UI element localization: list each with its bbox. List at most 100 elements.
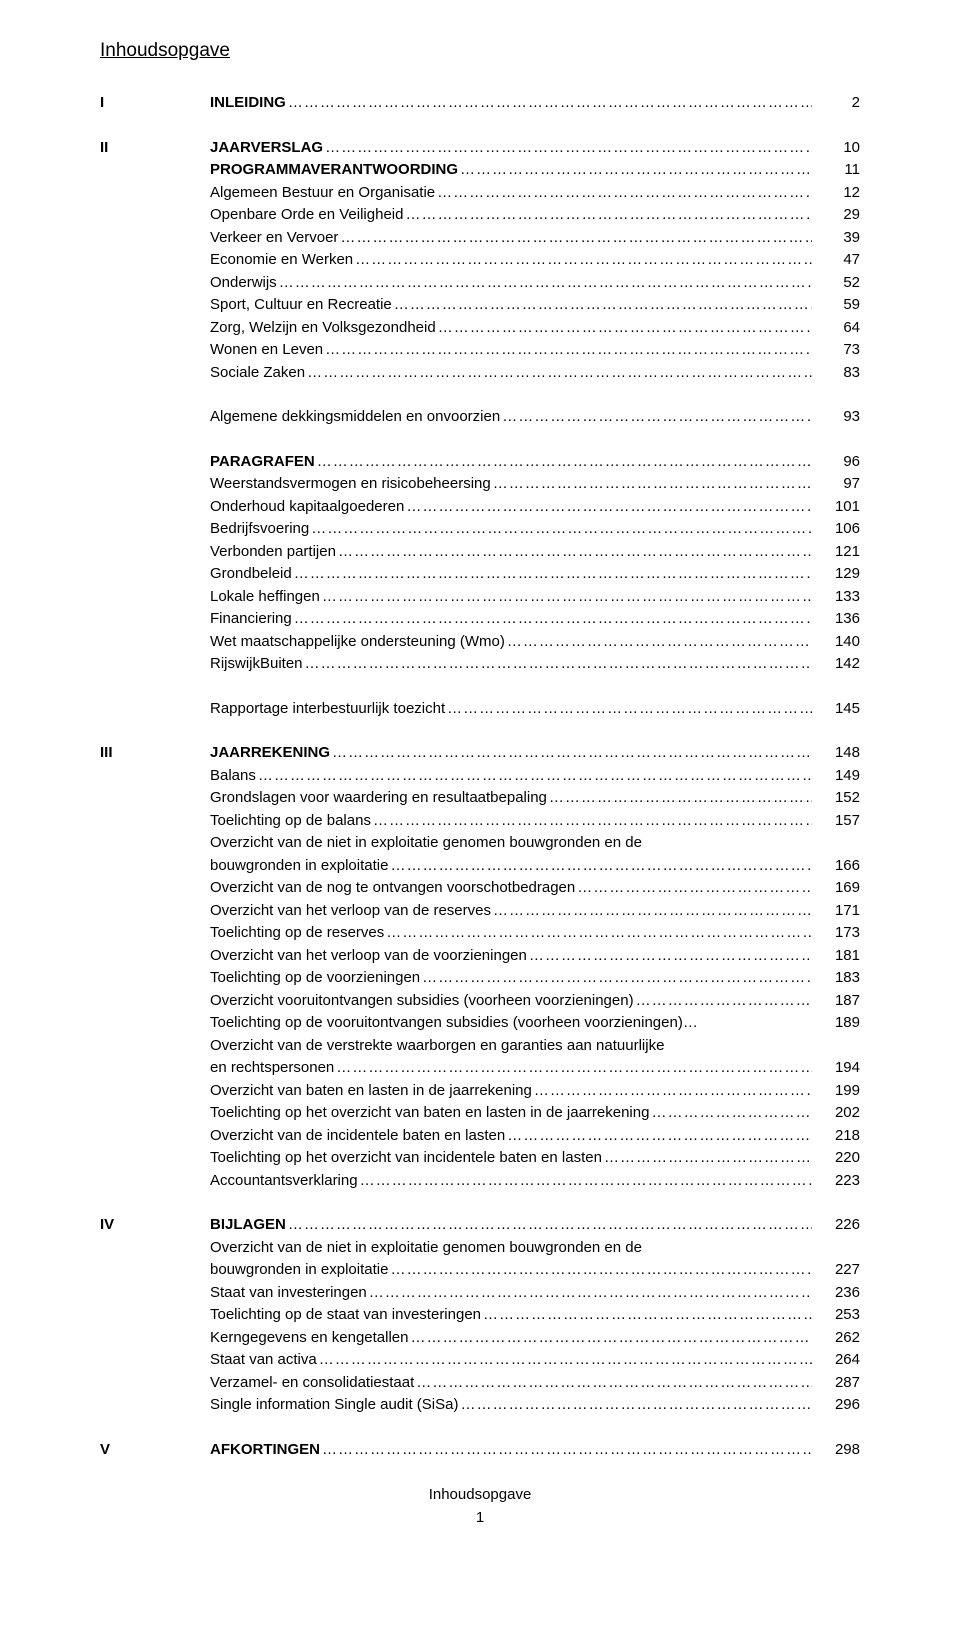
toc-label: Toelichting op de vooruitontvangen subsi… [210,1012,683,1035]
toc-row: Toelichting op de balans 157 [100,810,860,833]
section-I: I INLEIDING 2 [100,92,860,115]
page-number: 93 [812,406,860,429]
toc-row: Grondbeleid129 [100,563,860,586]
toc-label: Overzicht van baten en lasten in de jaar… [210,1080,532,1103]
toc-row: Sociale Zaken83 [100,362,860,385]
toc-label: Verzamel- en consolidatiestaat [210,1372,414,1395]
page-number: 142 [812,653,860,676]
page-number: 96 [812,451,860,474]
page-number: 287 [812,1372,860,1395]
toc-label: Toelichting op de voorzieningen [210,967,420,990]
leader-dots [403,204,812,227]
toc-label: Algemene dekkingsmiddelen en onvoorzien [210,406,500,429]
leader-dots [320,1439,812,1462]
page-number: 181 [812,945,860,968]
toc-row: PROGRAMMAVERANTWOORDING11 [100,159,860,182]
toc-row: Algemene dekkingsmiddelen en onvoorzien 9… [100,406,860,429]
toc-row: Overzicht van baten en lasten in de jaar… [100,1080,860,1103]
leader-dots [602,1147,812,1170]
indent [100,832,210,855]
page-number: 199 [812,1080,860,1103]
toc-label: Toelichting op de balans [210,810,371,833]
leader-dots [436,317,812,340]
leader-dots [491,473,812,496]
toc-row: Onderwijs52 [100,272,860,295]
toc-row: Verbonden partijen121 [100,541,860,564]
toc-row: Toelichting op de voorzieningen183 [100,967,860,990]
toc-label: Openbare Orde en Veiligheid [210,204,403,227]
toc-row: Balans149 [100,765,860,788]
toc-label: Onderhoud kapitaalgoederen [210,496,404,519]
toc-row: V AFKORTINGEN 298 [100,1439,860,1462]
roman-numeral: V [100,1439,210,1462]
toc-row: Overzicht van de incidentele baten en la… [100,1125,860,1148]
page-number: 262 [812,1327,860,1350]
toc-row: Verkeer en Vervoer39 [100,227,860,250]
toc-label: Staat van activa [210,1349,317,1372]
toc-row: Onderhoud kapitaalgoederen101 [100,496,860,519]
toc-label: Toelichting op het overzicht van inciden… [210,1147,602,1170]
page-number: 220 [812,1147,860,1170]
toc-label: Overzicht van de niet in exploitatie gen… [210,1237,642,1260]
page-number: 136 [812,608,860,631]
toc-label: Staat van investeringen [210,1282,367,1305]
toc-row: Verzamel- en consolidatiestaat 287 [100,1372,860,1395]
leader-dots [305,362,812,385]
toc-row: PARAGRAFEN96 [100,451,860,474]
leader-dots [292,563,812,586]
toc-row: Overzicht vooruitontvangen subsidies (vo… [100,990,860,1013]
page-number: 187 [812,990,860,1013]
leader-dots [256,765,812,788]
page-number: 226 [812,1214,860,1237]
leader-dots [420,967,812,990]
toc-row: Staat van activa264 [100,1349,860,1372]
toc-label: Overzicht van de nog te ontvangen voorsc… [210,877,575,900]
toc-row: Kerngegevens en kengetallen 262 [100,1327,860,1350]
toc-label: en rechtspersonen [210,1057,334,1080]
page-number: 149 [812,765,860,788]
heading-label: JAARVERSLAG [210,137,323,160]
toc-row-multiline: Overzicht van de niet in exploitatie gen… [100,1237,860,1282]
leader-dots [505,631,812,654]
leader-dots [435,182,812,205]
toc-label: Toelichting op het overzicht van baten e… [210,1102,649,1125]
roman-numeral: III [100,742,210,765]
page-number: 29 [812,204,860,227]
toc-row: Financiering136 [100,608,860,631]
toc-row: Lokale heffingen133 [100,586,860,609]
leader-dots [338,227,812,250]
toc-label: Economie en Werken [210,249,353,272]
roman-numeral: IV [100,1214,210,1237]
toc-row: Overzicht van de nog te ontvangen voorsc… [100,877,860,900]
page-container: Inhoudsopgave I INLEIDING 2 II JAARVERSL… [0,0,960,1556]
page-number: 202 [812,1102,860,1125]
leader-dots [409,1327,813,1350]
leader-dots [388,855,812,878]
page-number: 97 [812,473,860,496]
toc-row: Staat van investeringen236 [100,1282,860,1305]
toc-row: II JAARVERSLAG 10 [100,137,860,160]
toc-row: IV BIJLAGEN 226 [100,1214,860,1237]
toc-row: Toelichting op de vooruitontvangen subsi… [100,1012,860,1035]
toc-row: Grondslagen voor waardering en resultaat… [100,787,860,810]
leader-dots [634,990,812,1013]
leader-dots [575,877,812,900]
toc-row: Openbare Orde en Veiligheid 29 [100,204,860,227]
toc-label: Overzicht van de incidentele baten en la… [210,1125,505,1148]
toc-label: Verbonden partijen [210,541,336,564]
toc-label: Rapportage interbestuurlijk toezicht [210,698,445,721]
toc-row: Toelichting op de reserves173 [100,922,860,945]
page-number: 133 [812,586,860,609]
roman-numeral: I [100,92,210,115]
page-number: 189 [812,1012,860,1035]
toc-row: Weerstandsvermogen en risicobeheersing97 [100,473,860,496]
leader-dots [323,137,812,160]
toc-label: Kerngegevens en kengetallen [210,1327,409,1350]
leader-dots [330,742,812,765]
toc-label: Algemeen Bestuur en Organisatie [210,182,435,205]
page-number: 157 [812,810,860,833]
toc-row: Single information Single audit (SiSa)29… [100,1394,860,1417]
indent [100,1237,210,1260]
toc-label: Sport, Cultuur en Recreatie [210,294,392,317]
page-number: 83 [812,362,860,385]
